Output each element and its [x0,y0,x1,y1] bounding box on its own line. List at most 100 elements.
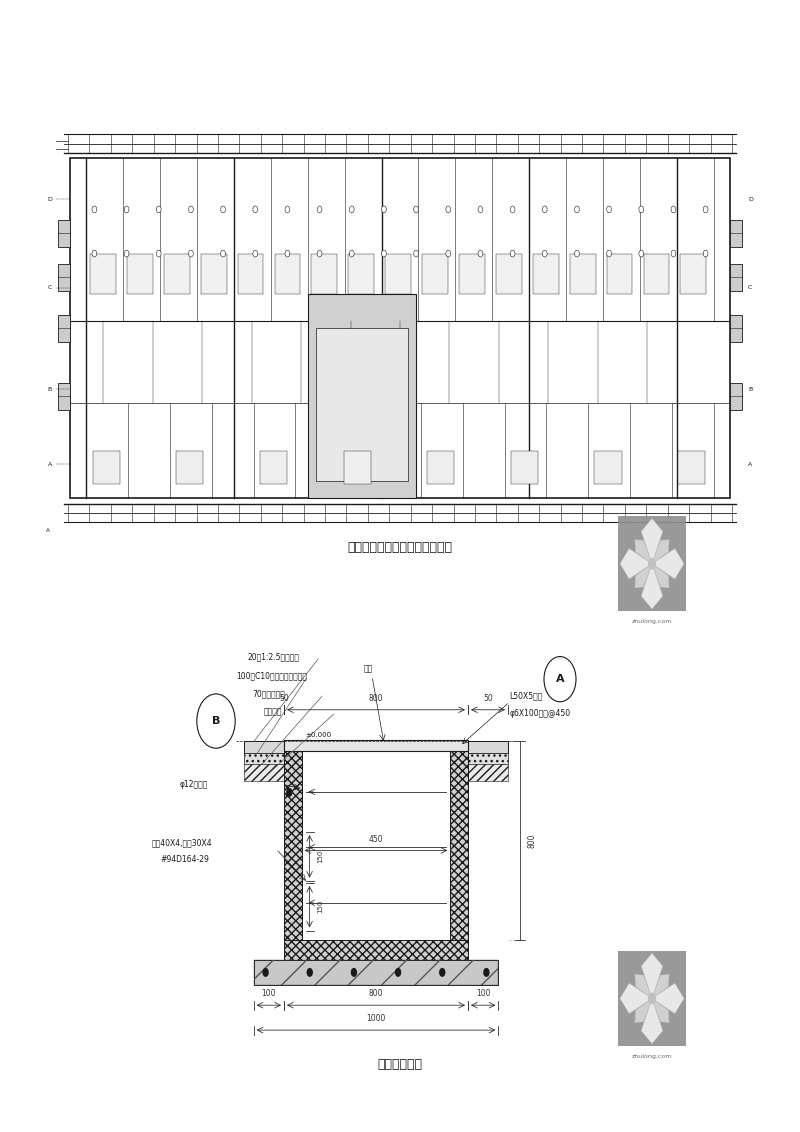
Bar [450,751,468,940]
Circle shape [306,968,313,977]
Polygon shape [652,549,684,578]
Bar [343,451,370,484]
Text: 50: 50 [279,694,289,703]
Circle shape [510,250,515,257]
Bar [618,516,686,611]
Circle shape [253,206,258,213]
Circle shape [483,968,490,977]
Bar [176,451,203,484]
Circle shape [446,206,450,213]
Bar [127,254,153,294]
Circle shape [544,657,576,702]
Circle shape [671,206,676,213]
Bar [496,254,522,294]
Circle shape [317,250,322,257]
Bar [680,254,706,294]
Text: φ12钢筋板: φ12钢筋板 [180,780,208,789]
Circle shape [382,250,386,257]
Bar [284,940,468,960]
Text: 150: 150 [318,900,323,914]
Circle shape [197,694,235,748]
Text: φ6X100钢筋@450: φ6X100钢筋@450 [510,709,570,718]
Text: ±0.000: ±0.000 [306,732,332,738]
Circle shape [639,250,644,257]
Polygon shape [620,549,652,578]
Circle shape [648,558,656,569]
Polygon shape [652,975,669,998]
Circle shape [221,250,226,257]
Circle shape [124,250,129,257]
Bar [730,383,742,410]
Bar [90,254,116,294]
Circle shape [156,250,161,257]
Polygon shape [652,998,669,1022]
Bar [284,740,468,751]
Polygon shape [620,984,652,1013]
Bar [244,753,284,764]
Polygon shape [635,975,652,998]
Text: B: B [748,387,752,392]
Circle shape [262,968,269,977]
Circle shape [648,993,656,1004]
Circle shape [542,250,547,257]
Bar [244,764,284,781]
Circle shape [124,206,129,213]
Text: #94D164-29: #94D164-29 [160,855,209,864]
Text: 20厚1:2.5水泥砂浆: 20厚1:2.5水泥砂浆 [248,652,300,661]
Bar [58,315,70,342]
Circle shape [156,206,161,213]
Bar [238,254,263,294]
Circle shape [606,250,611,257]
Bar [254,960,498,985]
Bar [58,264,70,291]
Bar [70,158,730,498]
Polygon shape [635,564,652,588]
Circle shape [253,250,258,257]
Circle shape [542,206,547,213]
Circle shape [285,250,290,257]
Text: A: A [46,528,50,533]
Polygon shape [635,998,652,1022]
Bar [386,254,411,294]
Circle shape [606,206,611,213]
Bar [606,254,633,294]
Polygon shape [652,564,669,588]
Circle shape [286,788,293,797]
Text: 素土夯实: 素土夯实 [264,708,282,717]
Circle shape [395,968,402,977]
Polygon shape [642,564,662,609]
Text: B: B [212,717,220,726]
Text: B: B [48,387,52,392]
Text: 扁钢40X4,扁钢30X4: 扁钢40X4,扁钢30X4 [152,839,213,848]
Text: A: A [748,462,752,466]
Circle shape [446,250,450,257]
Bar [422,254,448,294]
Bar [678,451,706,484]
Circle shape [478,206,483,213]
Polygon shape [642,953,662,998]
Circle shape [439,968,446,977]
Circle shape [510,206,515,213]
Bar [164,254,190,294]
Bar [730,264,742,291]
Polygon shape [635,540,652,564]
Bar [260,451,287,484]
Text: 100: 100 [476,989,490,998]
Bar [730,220,742,247]
Circle shape [671,250,676,257]
Circle shape [189,206,194,213]
Polygon shape [652,540,669,564]
Circle shape [703,206,708,213]
Bar [459,254,485,294]
Text: 70厚碎石垫层: 70厚碎石垫层 [252,689,285,698]
Polygon shape [652,984,684,1013]
Text: zhulong.com: zhulong.com [632,1054,672,1058]
Text: 800: 800 [369,694,383,703]
Bar [468,753,508,764]
Bar [274,254,300,294]
Bar [468,741,508,753]
Bar [93,451,120,484]
Circle shape [189,250,194,257]
Text: 1000: 1000 [366,1014,386,1023]
Circle shape [414,250,418,257]
